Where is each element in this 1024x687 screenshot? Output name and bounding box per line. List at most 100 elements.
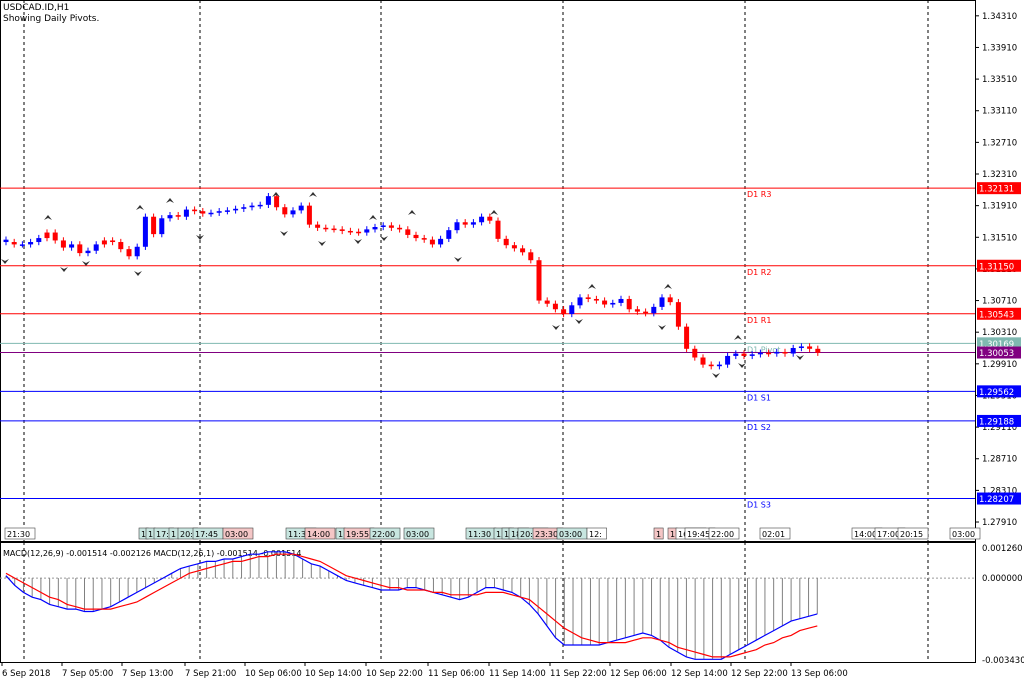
candle-body [364, 229, 370, 233]
time-axis-label: 7 Sep 13:00 [122, 669, 173, 679]
pivot-price-tag [977, 182, 1021, 195]
session-label: 14:00 [854, 530, 877, 539]
session-label: 1 [670, 530, 675, 539]
candle-body [3, 239, 9, 243]
candle-body [134, 246, 140, 257]
candle-body [183, 209, 189, 217]
time-axis-label: 11 Sep 22:00 [550, 669, 607, 679]
pivot-price-tag-text: 1.30053 [979, 349, 1014, 359]
fractal-up-arrow [408, 210, 416, 215]
candle-body [19, 244, 25, 246]
time-axis-label: 6 Sep 2018 [2, 669, 50, 679]
candle-body [438, 238, 444, 245]
main-pane-frame [0, 0, 976, 542]
candle-body [544, 300, 550, 304]
pivot-price-tag [977, 414, 1021, 427]
price-tick-label: 1.31510 [982, 233, 1017, 243]
price-tick-label: 1.34310 [982, 12, 1017, 22]
candle-body [651, 306, 657, 314]
macd-series-line [5, 551, 818, 660]
candle-body [749, 354, 755, 356]
candle-body [11, 242, 17, 245]
fractal-up-arrow [734, 335, 742, 340]
candle-body [807, 346, 813, 349]
time-axis-label: 11 Sep 14:00 [489, 669, 546, 679]
candle-body [766, 352, 772, 355]
price-tick-label: 1.33910 [982, 43, 1017, 53]
fractal-down-arrow [1, 259, 9, 264]
macd-tick-label: 0.000000 [982, 574, 1023, 584]
fractal-up-arrow [309, 192, 317, 197]
candle-body [257, 204, 263, 207]
candle-body [626, 298, 632, 310]
price-tick-label: 1.32710 [982, 138, 1017, 148]
candle-body [643, 311, 649, 314]
candle-body [667, 297, 673, 303]
fractal-up-arrow [166, 198, 174, 203]
candle-body [774, 351, 780, 354]
fractal-up-arrow [369, 215, 377, 220]
fractal-down-arrow [738, 363, 746, 368]
time-axis-label: 13 Sep 06:00 [791, 669, 848, 679]
candle-body [36, 238, 42, 243]
session-label: 22:00 [711, 530, 734, 539]
fractal-down-arrow [575, 319, 583, 324]
pivot-label: D1 R2 [747, 268, 771, 277]
pivot-label: D1 R3 [747, 190, 771, 199]
price-tick-label: 1.29910 [982, 360, 1017, 370]
fractal-down-arrow [454, 257, 462, 262]
price-tick-label: 1.33510 [982, 75, 1017, 85]
candle-body [356, 231, 362, 234]
session-label: 20: [180, 530, 193, 539]
candle-body [413, 234, 419, 239]
candle-body [69, 244, 75, 248]
time-axis-label: 11 Sep 06:00 [428, 669, 485, 679]
candle-body [757, 352, 763, 355]
candle-body [175, 215, 181, 217]
fractal-down-arrow [658, 325, 666, 330]
candle-body [798, 346, 804, 349]
session-label: 12: [589, 530, 602, 539]
candle-body [585, 297, 591, 299]
session-label-box [369, 527, 401, 540]
candle-body [192, 209, 198, 212]
candle-body [339, 229, 345, 231]
candle-body [216, 211, 222, 213]
candle-body [142, 216, 148, 247]
candle-body [741, 353, 747, 356]
candle-body [52, 232, 58, 241]
session-label: 03:00 [225, 530, 248, 539]
fractal-down-arrow [552, 325, 560, 330]
candle-body [733, 353, 739, 356]
candle-body [151, 216, 157, 235]
candle-body [528, 252, 534, 261]
candle-body [790, 348, 796, 354]
candle-body [77, 244, 83, 254]
candle-body [495, 220, 501, 239]
candle-body [692, 348, 698, 358]
candle-body [511, 245, 517, 249]
pivot-price-tag-text: 1.32131 [979, 185, 1014, 195]
candle-body [110, 240, 116, 243]
session-label: 1 [338, 530, 343, 539]
candle-body [602, 300, 608, 305]
fractal-down-arrow [380, 236, 388, 241]
symbol-title: USDCAD.ID,H1 [3, 3, 70, 13]
indicator-note: Showing Daily Pivots. [3, 14, 100, 24]
candle-body [782, 351, 788, 354]
time-axis-label: 12 Sep 14:00 [671, 669, 728, 679]
candle-body [569, 305, 575, 315]
session-label: 1 [148, 530, 153, 539]
session-label: 1 [656, 530, 661, 539]
fractal-down-arrow [196, 235, 204, 240]
candle-body [323, 227, 329, 230]
candle-body [347, 230, 353, 233]
session-label-box [759, 527, 791, 540]
candle-body [405, 229, 411, 235]
candle-body [241, 207, 247, 209]
candle-body [118, 242, 124, 250]
session-label: 1 [171, 530, 176, 539]
macd-pane-frame [0, 542, 976, 663]
